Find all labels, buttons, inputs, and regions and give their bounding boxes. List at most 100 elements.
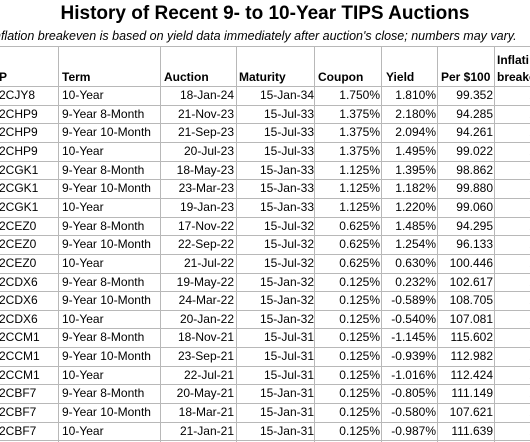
cell-per100[interactable]: 99.060 — [456, 199, 493, 214]
cell-yield[interactable]: -0.540% — [391, 311, 436, 326]
cell-per100[interactable]: 108.705 — [449, 293, 493, 308]
cell-auction[interactable]: 22-Sep-22 — [177, 237, 234, 252]
header-coupon[interactable]: Coupon — [318, 70, 364, 84]
cell-auction[interactable]: 20-Jul-23 — [183, 143, 234, 158]
cell-maturity[interactable]: 15-Jul-32 — [263, 255, 314, 270]
cell-auction[interactable]: 20-May-21 — [176, 386, 234, 401]
cell-auction[interactable]: 23-Sep-21 — [177, 349, 234, 364]
cell-coupon[interactable]: 1.125% — [339, 181, 380, 196]
cell-auction[interactable]: 21-Jul-22 — [183, 255, 234, 270]
cell-breakeven[interactable]: 2 — [496, 386, 530, 400]
cell-per100[interactable]: 107.621 — [449, 405, 493, 420]
cell-term[interactable]: 9-Year 8-Month — [62, 106, 145, 121]
cell-coupon[interactable]: 1.375% — [339, 143, 380, 158]
cell-cusip[interactable]: 2CGK1 — [0, 162, 39, 177]
cell-breakeven[interactable]: 2 — [496, 200, 530, 214]
header-maturity[interactable]: Maturity — [239, 70, 286, 84]
cell-breakeven[interactable]: 2 — [496, 163, 530, 177]
cell-coupon[interactable]: 0.125% — [339, 367, 380, 382]
cell-term[interactable]: 10-Year — [62, 311, 104, 326]
cell-yield[interactable]: 2.094% — [395, 125, 436, 140]
cell-cusip[interactable]: 2CGK1 — [0, 199, 39, 214]
cell-coupon[interactable]: 0.625% — [339, 237, 380, 252]
cell-auction[interactable]: 18-Nov-21 — [177, 330, 234, 345]
header-breakeven-line2[interactable]: breake — [497, 70, 530, 84]
cell-auction[interactable]: 18-Mar-21 — [178, 405, 234, 420]
cell-maturity[interactable]: 15-Jul-32 — [263, 237, 314, 252]
cell-term[interactable]: 9-Year 8-Month — [62, 218, 145, 233]
cell-term[interactable]: 9-Year 10-Month — [62, 125, 151, 140]
cell-maturity[interactable]: 15-Jul-32 — [263, 218, 314, 233]
cell-term[interactable]: 9-Year 10-Month — [62, 237, 151, 252]
cell-breakeven[interactable]: 2 — [496, 107, 530, 121]
cell-coupon[interactable]: 0.125% — [339, 293, 380, 308]
cell-yield[interactable]: -0.939% — [391, 349, 436, 364]
cell-term[interactable]: 9-Year 10-Month — [62, 293, 151, 308]
cell-per100[interactable]: 99.352 — [456, 88, 493, 102]
cell-yield[interactable]: 1.495% — [395, 143, 436, 158]
cell-yield[interactable]: -1.016% — [391, 367, 436, 382]
cell-term[interactable]: 9-Year 10-Month — [62, 349, 151, 364]
cell-maturity[interactable]: 15-Jul-31 — [263, 349, 314, 364]
cell-auction[interactable]: 19-Jan-23 — [179, 199, 234, 214]
cell-auction[interactable]: 22-Jul-21 — [183, 367, 234, 382]
cell-coupon[interactable]: 0.625% — [339, 255, 380, 270]
header-cusip[interactable]: P — [0, 70, 8, 84]
cell-cusip[interactable]: 2CHP9 — [0, 106, 38, 121]
cell-auction[interactable]: 21-Jan-21 — [179, 423, 234, 438]
cell-term[interactable]: 9-Year 8-Month — [62, 274, 145, 289]
cell-yield[interactable]: -0.805% — [391, 386, 436, 401]
cell-cusip[interactable]: 2CBF7 — [0, 386, 37, 401]
cell-coupon[interactable]: 0.125% — [339, 386, 380, 401]
cell-cusip[interactable]: 2CCM1 — [0, 367, 40, 382]
cell-auction[interactable]: 20-Jan-22 — [179, 311, 234, 326]
cell-per100[interactable]: 111.149 — [451, 386, 493, 401]
cell-breakeven[interactable]: 2 — [496, 88, 530, 102]
cell-yield[interactable]: -1.145% — [391, 330, 436, 345]
cell-yield[interactable]: 1.485% — [395, 218, 436, 233]
cell-breakeven[interactable]: 2 — [496, 125, 530, 139]
cell-per100[interactable]: 99.022 — [456, 143, 493, 158]
cell-per100[interactable]: 112.424 — [450, 367, 494, 382]
cell-breakeven[interactable]: 2 — [496, 256, 530, 270]
header-term[interactable]: Term — [62, 70, 91, 84]
cell-cusip[interactable]: 2CCM1 — [0, 349, 40, 364]
cell-maturity[interactable]: 15-Jan-31 — [259, 405, 314, 420]
cell-yield[interactable]: 2.180% — [395, 106, 436, 121]
cell-cusip[interactable]: 2CBF7 — [0, 423, 37, 438]
cell-term[interactable]: 10-Year — [62, 143, 104, 158]
cell-breakeven[interactable]: 2 — [496, 330, 530, 344]
cell-cusip[interactable]: 2CGK1 — [0, 181, 39, 196]
cell-cusip[interactable]: 2CDX6 — [0, 293, 38, 308]
cell-term[interactable]: 10-Year — [62, 255, 104, 270]
cell-maturity[interactable]: 15-Jul-31 — [263, 330, 314, 345]
cell-yield[interactable]: 1.810% — [395, 88, 436, 102]
cell-yield[interactable]: 0.630% — [395, 255, 436, 270]
cell-maturity[interactable]: 15-Jan-33 — [259, 199, 314, 214]
header-breakeven-line1[interactable]: Inflati — [497, 53, 529, 67]
cell-auction[interactable]: 18-May-23 — [176, 162, 234, 177]
cell-breakeven[interactable]: 2 — [496, 312, 530, 326]
cell-per100[interactable]: 98.862 — [456, 162, 493, 177]
cell-breakeven[interactable]: 2 — [496, 293, 530, 307]
cell-coupon[interactable]: 1.125% — [339, 162, 380, 177]
cell-cusip[interactable]: 2CCM1 — [0, 330, 40, 345]
cell-cusip[interactable]: 2CEZ0 — [0, 255, 37, 270]
cell-breakeven[interactable]: 2 — [496, 424, 530, 438]
cell-auction[interactable]: 21-Sep-23 — [177, 125, 234, 140]
cell-auction[interactable]: 17-Nov-22 — [177, 218, 234, 233]
cell-coupon[interactable]: 1.375% — [339, 125, 380, 140]
cell-yield[interactable]: 1.395% — [395, 162, 436, 177]
cell-maturity[interactable]: 15-Jan-33 — [259, 181, 314, 196]
cell-per100[interactable]: 94.285 — [456, 106, 493, 121]
cell-cusip[interactable]: 2CJY8 — [0, 88, 36, 102]
header-yield[interactable]: Yield — [386, 70, 415, 84]
cell-yield[interactable]: -0.589% — [391, 293, 436, 308]
cell-per100[interactable]: 111.639 — [451, 423, 493, 438]
cell-coupon[interactable]: 0.125% — [339, 405, 380, 420]
cell-coupon[interactable]: 0.125% — [339, 349, 380, 364]
cell-cusip[interactable]: 2CDX6 — [0, 311, 38, 326]
cell-cusip[interactable]: 2CHP9 — [0, 143, 38, 158]
cell-term[interactable]: 10-Year — [62, 367, 104, 382]
cell-term[interactable]: 9-Year 10-Month — [62, 181, 151, 196]
